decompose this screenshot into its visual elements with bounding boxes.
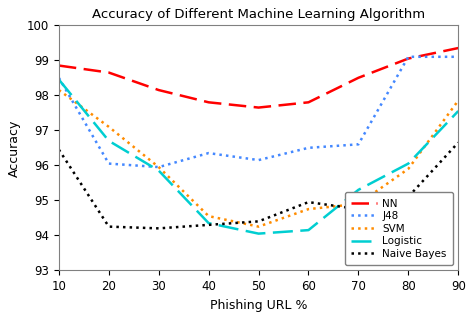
Y-axis label: Accuracy: Accuracy [9,119,21,177]
X-axis label: Phishing URL %: Phishing URL % [210,299,307,312]
Title: Accuracy of Different Machine Learning Algorithm: Accuracy of Different Machine Learning A… [92,8,425,21]
Legend: NN, J48, SVM, Logistic, Naive Bayes: NN, J48, SVM, Logistic, Naive Bayes [345,192,453,265]
